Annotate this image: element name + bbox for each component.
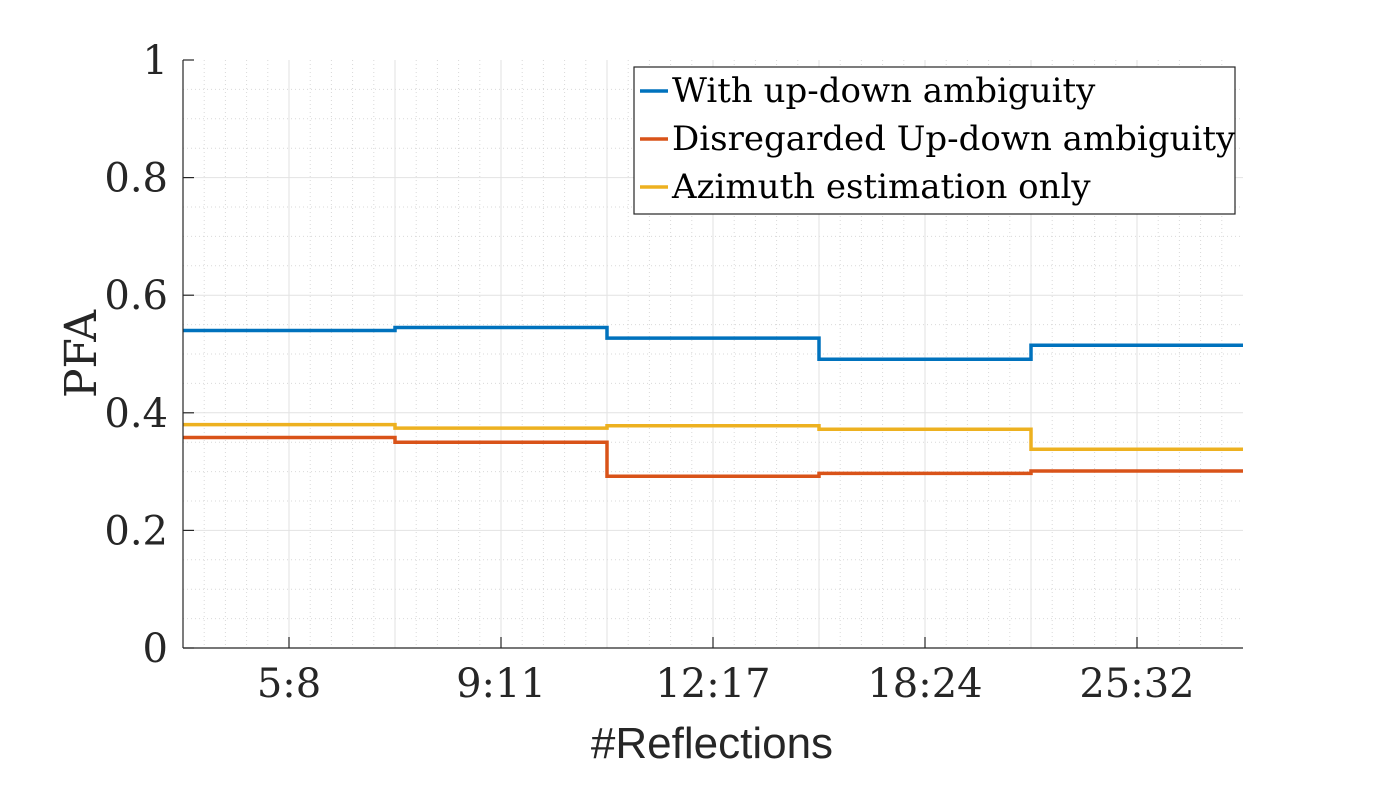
legend-label-1: With up-down ambiguity	[672, 71, 1096, 111]
x-axis-label: #Reflections	[591, 719, 833, 768]
series-line-3	[183, 422, 1243, 452]
series-line-2	[183, 435, 1243, 479]
x-tick-label: 12:17	[655, 661, 770, 707]
series-line-1	[183, 325, 1243, 362]
legend-label-2: Disregarded Up-down ambiguity	[672, 119, 1236, 159]
x-tick-label: 9:11	[456, 661, 546, 707]
legend-label-3: Azimuth estimation only	[671, 167, 1091, 207]
legend-box	[633, 66, 1236, 215]
x-tick-label: 18:24	[867, 661, 982, 707]
series-layer	[183, 325, 1243, 479]
y-tick-label: 0.2	[104, 508, 168, 554]
y-tick-label: 0	[143, 626, 168, 672]
y-tick-label: 0.8	[104, 156, 168, 202]
y-tick-label: 1	[143, 38, 168, 84]
x-tick-label: 25:32	[1079, 661, 1194, 707]
y-axis-label: PFA	[56, 309, 107, 398]
x-tick-label: 5:8	[257, 661, 321, 707]
y-tick-label: 0.6	[104, 273, 168, 319]
ticks-layer: 0 0.2 0.4 0.6 0.8 1 5:8 9:11 12:17 18:24 25:32	[104, 38, 1194, 707]
legend: With up-down ambiguity Disregarded Up-dow…	[633, 66, 1236, 215]
y-tick-label: 0.4	[104, 391, 168, 437]
minor-grid	[183, 60, 1243, 648]
